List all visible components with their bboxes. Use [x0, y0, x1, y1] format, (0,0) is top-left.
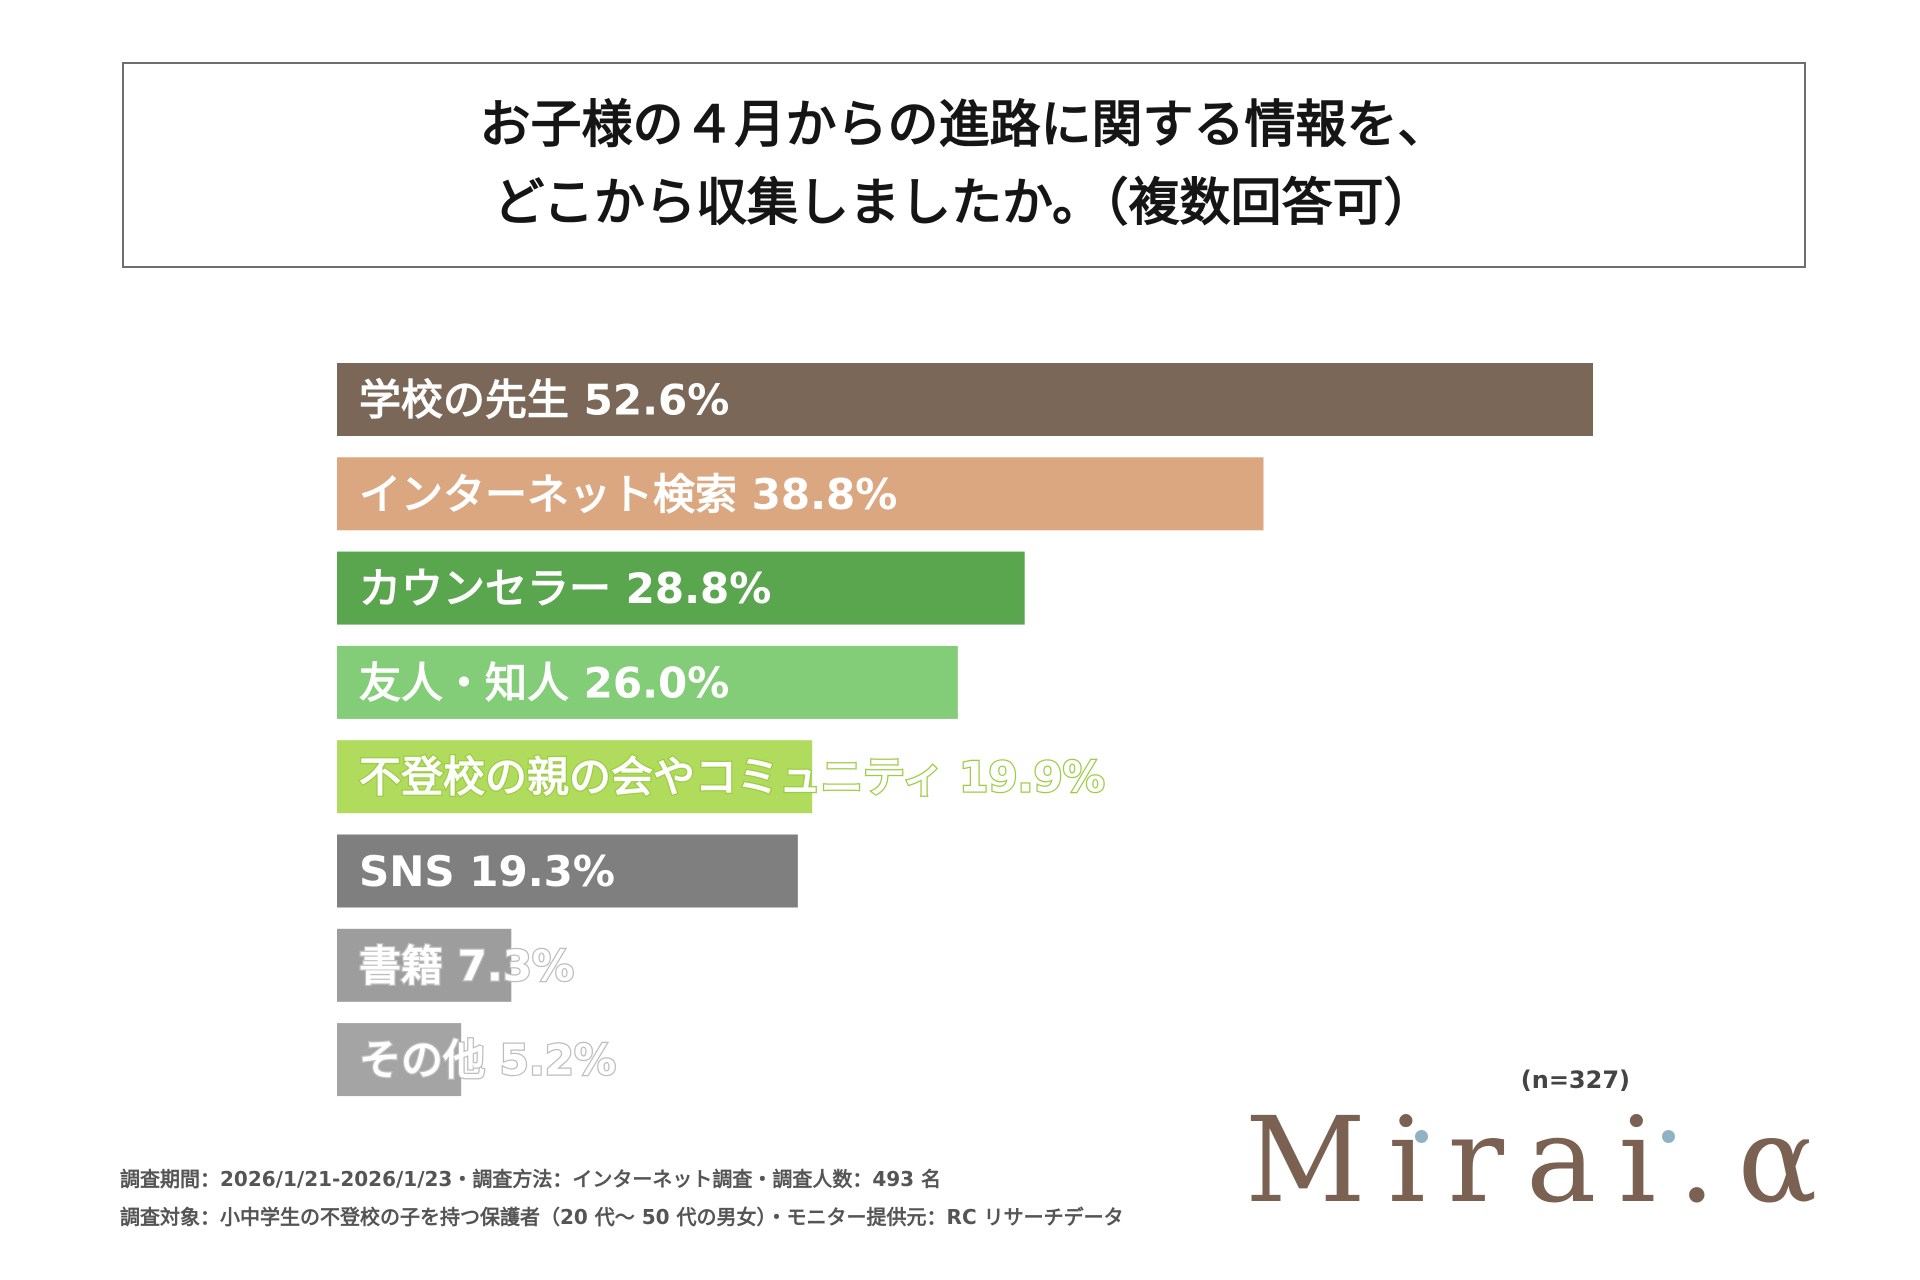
sample-size-label: (n=327) [1520, 1066, 1630, 1094]
bar-label-6: SNS 19.3% [359, 847, 615, 896]
chart-title-line-2: どこから収集しましたか。（複数回答可） [493, 174, 1435, 233]
chart-title-box: お子様の４月からの進路に関する情報を、 どこから収集しましたか。（複数回答可） [122, 62, 1806, 268]
bar-label-3: カウンセラー 28.8% [359, 564, 771, 613]
logo-dot-i2 [1662, 1130, 1675, 1143]
mirai-alpha-logo: Mirai.α [1245, 1090, 1817, 1230]
bar-5 [337, 740, 813, 814]
bar-4 [337, 645, 958, 719]
bar-3 [337, 551, 1025, 625]
bar-label-7: 書籍 7.3% [359, 941, 574, 990]
bar-label-2: インターネット検索 38.8% [359, 470, 897, 519]
bar-label-4: 友人・知人 26.0% [359, 658, 729, 707]
survey-footnote-period: 調査期間：2026/1/21-2026/1/23・調査方法：インターネット調査・… [120, 1167, 942, 1191]
bar-2 [337, 457, 1264, 531]
logo-wordmark: Mirai.α [1245, 1091, 1840, 1229]
bar-label-8: その他 5.2% [359, 1036, 616, 1085]
survey-footnote-target: 調査対象：小中学生の不登校の子を持つ保護者（20 代～ 50 代の男女）・モニタ… [120, 1205, 1124, 1229]
bar-1 [337, 363, 1593, 436]
bar-7 [337, 928, 512, 1002]
bar-8 [337, 1023, 462, 1097]
chart-title-line-1: お子様の４月からの進路に関する情報を、 [479, 96, 1449, 155]
bar-label-1: 学校の先生 52.6% [359, 376, 729, 425]
logo-dot-i1 [1415, 1130, 1428, 1143]
bar-6 [337, 834, 798, 908]
bar-label-5: 不登校の親の会やコミュニティ 19.9% [359, 753, 1105, 802]
